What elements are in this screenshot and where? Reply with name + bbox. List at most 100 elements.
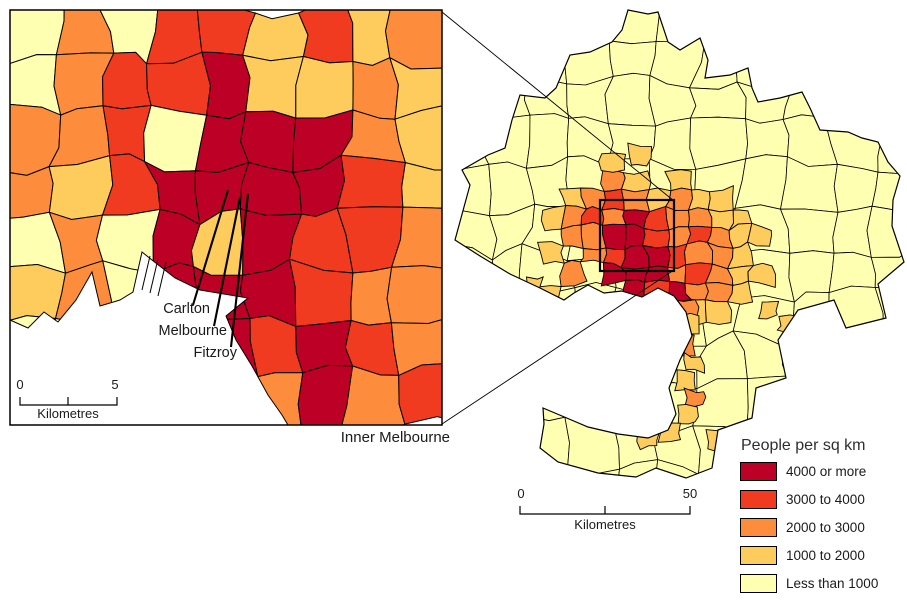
district-polygon bbox=[716, 449, 738, 470]
district-polygon bbox=[758, 300, 780, 320]
district-polygon bbox=[455, 207, 498, 261]
district-polygon bbox=[677, 403, 699, 425]
district-polygon bbox=[476, 24, 533, 90]
district-polygon bbox=[786, 375, 836, 433]
district-polygon bbox=[336, 154, 406, 209]
district-polygon bbox=[781, 335, 840, 388]
district-polygon bbox=[455, 463, 492, 478]
district-polygon bbox=[241, 54, 305, 119]
inset-coastline bbox=[9, 9, 443, 426]
district-polygon bbox=[614, 459, 659, 478]
main-scalebar-unit: Kilometres bbox=[574, 517, 636, 532]
district-polygon bbox=[528, 415, 570, 470]
district-polygon bbox=[747, 222, 772, 247]
main-scalebar-start: 0 bbox=[517, 486, 525, 501]
inset-map bbox=[9, 9, 443, 426]
legend-item: 4000 or more bbox=[740, 462, 878, 481]
district-polygon bbox=[477, 415, 535, 468]
district-polygon bbox=[828, 285, 885, 343]
district-polygon bbox=[641, 227, 671, 249]
district-polygon bbox=[350, 266, 393, 326]
district-polygon bbox=[390, 206, 442, 271]
district-polygon bbox=[519, 375, 579, 422]
district-polygon bbox=[390, 315, 442, 377]
district-polygon bbox=[605, 10, 664, 45]
inset-caption: Inner Melbourne bbox=[340, 429, 450, 446]
inset-scalebar-unit: Kilometres bbox=[37, 406, 99, 421]
district-polygon bbox=[700, 10, 746, 44]
district-polygon bbox=[479, 114, 531, 169]
legend-swatch bbox=[740, 462, 777, 481]
district-polygon bbox=[388, 56, 442, 120]
district-polygon bbox=[455, 10, 486, 42]
legend-item: 1000 to 2000 bbox=[740, 546, 878, 565]
district-polygon bbox=[866, 205, 904, 258]
main-scalebar-lines bbox=[519, 506, 691, 515]
district-polygon bbox=[833, 163, 879, 213]
district-polygon bbox=[601, 208, 627, 226]
district-polygon bbox=[674, 369, 696, 392]
inset-scalebar-end: 5 bbox=[111, 377, 119, 392]
district-polygon bbox=[823, 73, 886, 132]
district-polygon bbox=[782, 73, 834, 121]
district-polygon bbox=[394, 104, 442, 171]
district-polygon bbox=[610, 382, 655, 434]
district-polygon bbox=[602, 223, 627, 251]
district-polygon bbox=[627, 142, 653, 167]
district-polygon bbox=[517, 334, 579, 386]
district-polygon bbox=[732, 10, 788, 44]
annotation-carlton: Carlton bbox=[163, 301, 210, 317]
legend-swatch bbox=[740, 574, 777, 593]
district-polygon bbox=[878, 10, 904, 41]
district-polygon bbox=[455, 332, 490, 389]
legend-swatch bbox=[740, 546, 777, 565]
district-polygon bbox=[745, 118, 790, 160]
legend-label: 3000 to 4000 bbox=[786, 492, 865, 507]
district-polygon bbox=[579, 247, 608, 264]
district-polygon bbox=[620, 170, 652, 193]
district-polygon bbox=[824, 10, 883, 37]
legend-label: 1000 to 2000 bbox=[786, 548, 865, 563]
district-polygon bbox=[780, 10, 832, 37]
district-polygon bbox=[567, 332, 614, 388]
district-polygon bbox=[608, 40, 657, 77]
district-polygon bbox=[564, 10, 610, 45]
legend-label: Less than 1000 bbox=[786, 576, 879, 591]
district-polygon bbox=[482, 333, 522, 387]
district-polygon bbox=[295, 319, 354, 374]
district-polygon bbox=[704, 299, 733, 325]
district-polygon bbox=[559, 259, 588, 287]
main-map-coastline bbox=[454, 9, 905, 479]
district-polygon bbox=[352, 57, 399, 120]
district-polygon bbox=[55, 10, 115, 56]
district-polygon bbox=[295, 55, 354, 119]
district-polygon bbox=[878, 32, 904, 83]
district-polygon bbox=[527, 466, 569, 478]
district-polygon bbox=[455, 29, 483, 90]
district-polygon bbox=[828, 32, 886, 83]
district-polygon bbox=[785, 33, 834, 87]
district-polygon bbox=[398, 362, 442, 425]
district-polygon bbox=[871, 168, 904, 212]
district-polygon bbox=[747, 262, 777, 288]
district-polygon bbox=[667, 243, 688, 269]
district-polygon bbox=[455, 287, 487, 348]
inset-scalebar-start: 0 bbox=[16, 377, 24, 392]
district-polygon bbox=[881, 70, 904, 135]
district-polygon bbox=[530, 322, 554, 348]
district-polygon bbox=[564, 416, 620, 475]
legend-label: 2000 to 3000 bbox=[786, 520, 865, 535]
legend: People per sq km 4000 or more 3000 to 400… bbox=[740, 437, 878, 600]
district-polygon bbox=[384, 10, 442, 70]
district-polygon bbox=[102, 51, 152, 110]
district-polygon bbox=[527, 10, 574, 45]
district-polygon bbox=[735, 35, 795, 90]
district-polygon bbox=[481, 10, 537, 32]
district-polygon bbox=[825, 386, 881, 437]
legend-item: 2000 to 3000 bbox=[740, 518, 878, 537]
legend-item: 3000 to 4000 bbox=[740, 490, 878, 509]
district-polygon bbox=[560, 224, 584, 250]
district-polygon bbox=[609, 287, 653, 346]
inset-scalebar-lines bbox=[19, 397, 118, 406]
